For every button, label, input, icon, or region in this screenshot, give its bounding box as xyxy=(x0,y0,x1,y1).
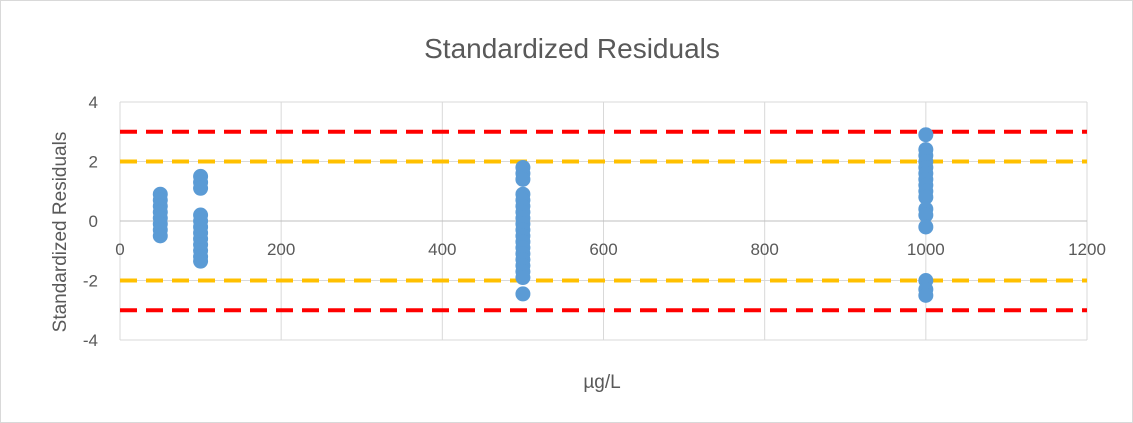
y-tick-label: -2 xyxy=(83,272,98,291)
chart-title: Standardized Residuals xyxy=(424,33,720,64)
data-point xyxy=(918,207,934,223)
y-axis-ticks: 4 2 0 -2 -4 xyxy=(83,93,98,350)
x-tick-label: 1200 xyxy=(1068,240,1106,259)
data-point xyxy=(918,189,934,205)
x-tick-label: 1000 xyxy=(907,240,945,259)
x-tick-label: 400 xyxy=(428,240,456,259)
data-point xyxy=(918,127,934,143)
y-tick-label: 0 xyxy=(89,212,98,231)
x-tick-label: 200 xyxy=(267,240,295,259)
data-point xyxy=(193,180,209,196)
data-point xyxy=(193,253,209,269)
data-point xyxy=(515,171,531,187)
x-tick-label: 0 xyxy=(115,240,124,259)
y-tick-label: 2 xyxy=(89,153,98,172)
reference-lines xyxy=(120,129,1087,313)
data-point xyxy=(515,286,531,302)
y-axis-label: Standardized Residuals xyxy=(50,132,71,333)
data-points xyxy=(152,127,934,303)
y-tick-label: -4 xyxy=(83,331,98,350)
data-point xyxy=(918,219,934,235)
x-tick-label: 600 xyxy=(589,240,617,259)
x-axis-label: µg/L xyxy=(583,372,620,393)
data-point xyxy=(918,287,934,303)
x-tick-label: 800 xyxy=(750,240,778,259)
data-point xyxy=(152,228,168,244)
gridlines xyxy=(119,101,1088,341)
y-tick-label: 4 xyxy=(89,93,98,112)
x-axis-ticks: 0 200 400 600 800 1000 1200 xyxy=(115,240,1106,259)
data-point xyxy=(515,270,531,286)
